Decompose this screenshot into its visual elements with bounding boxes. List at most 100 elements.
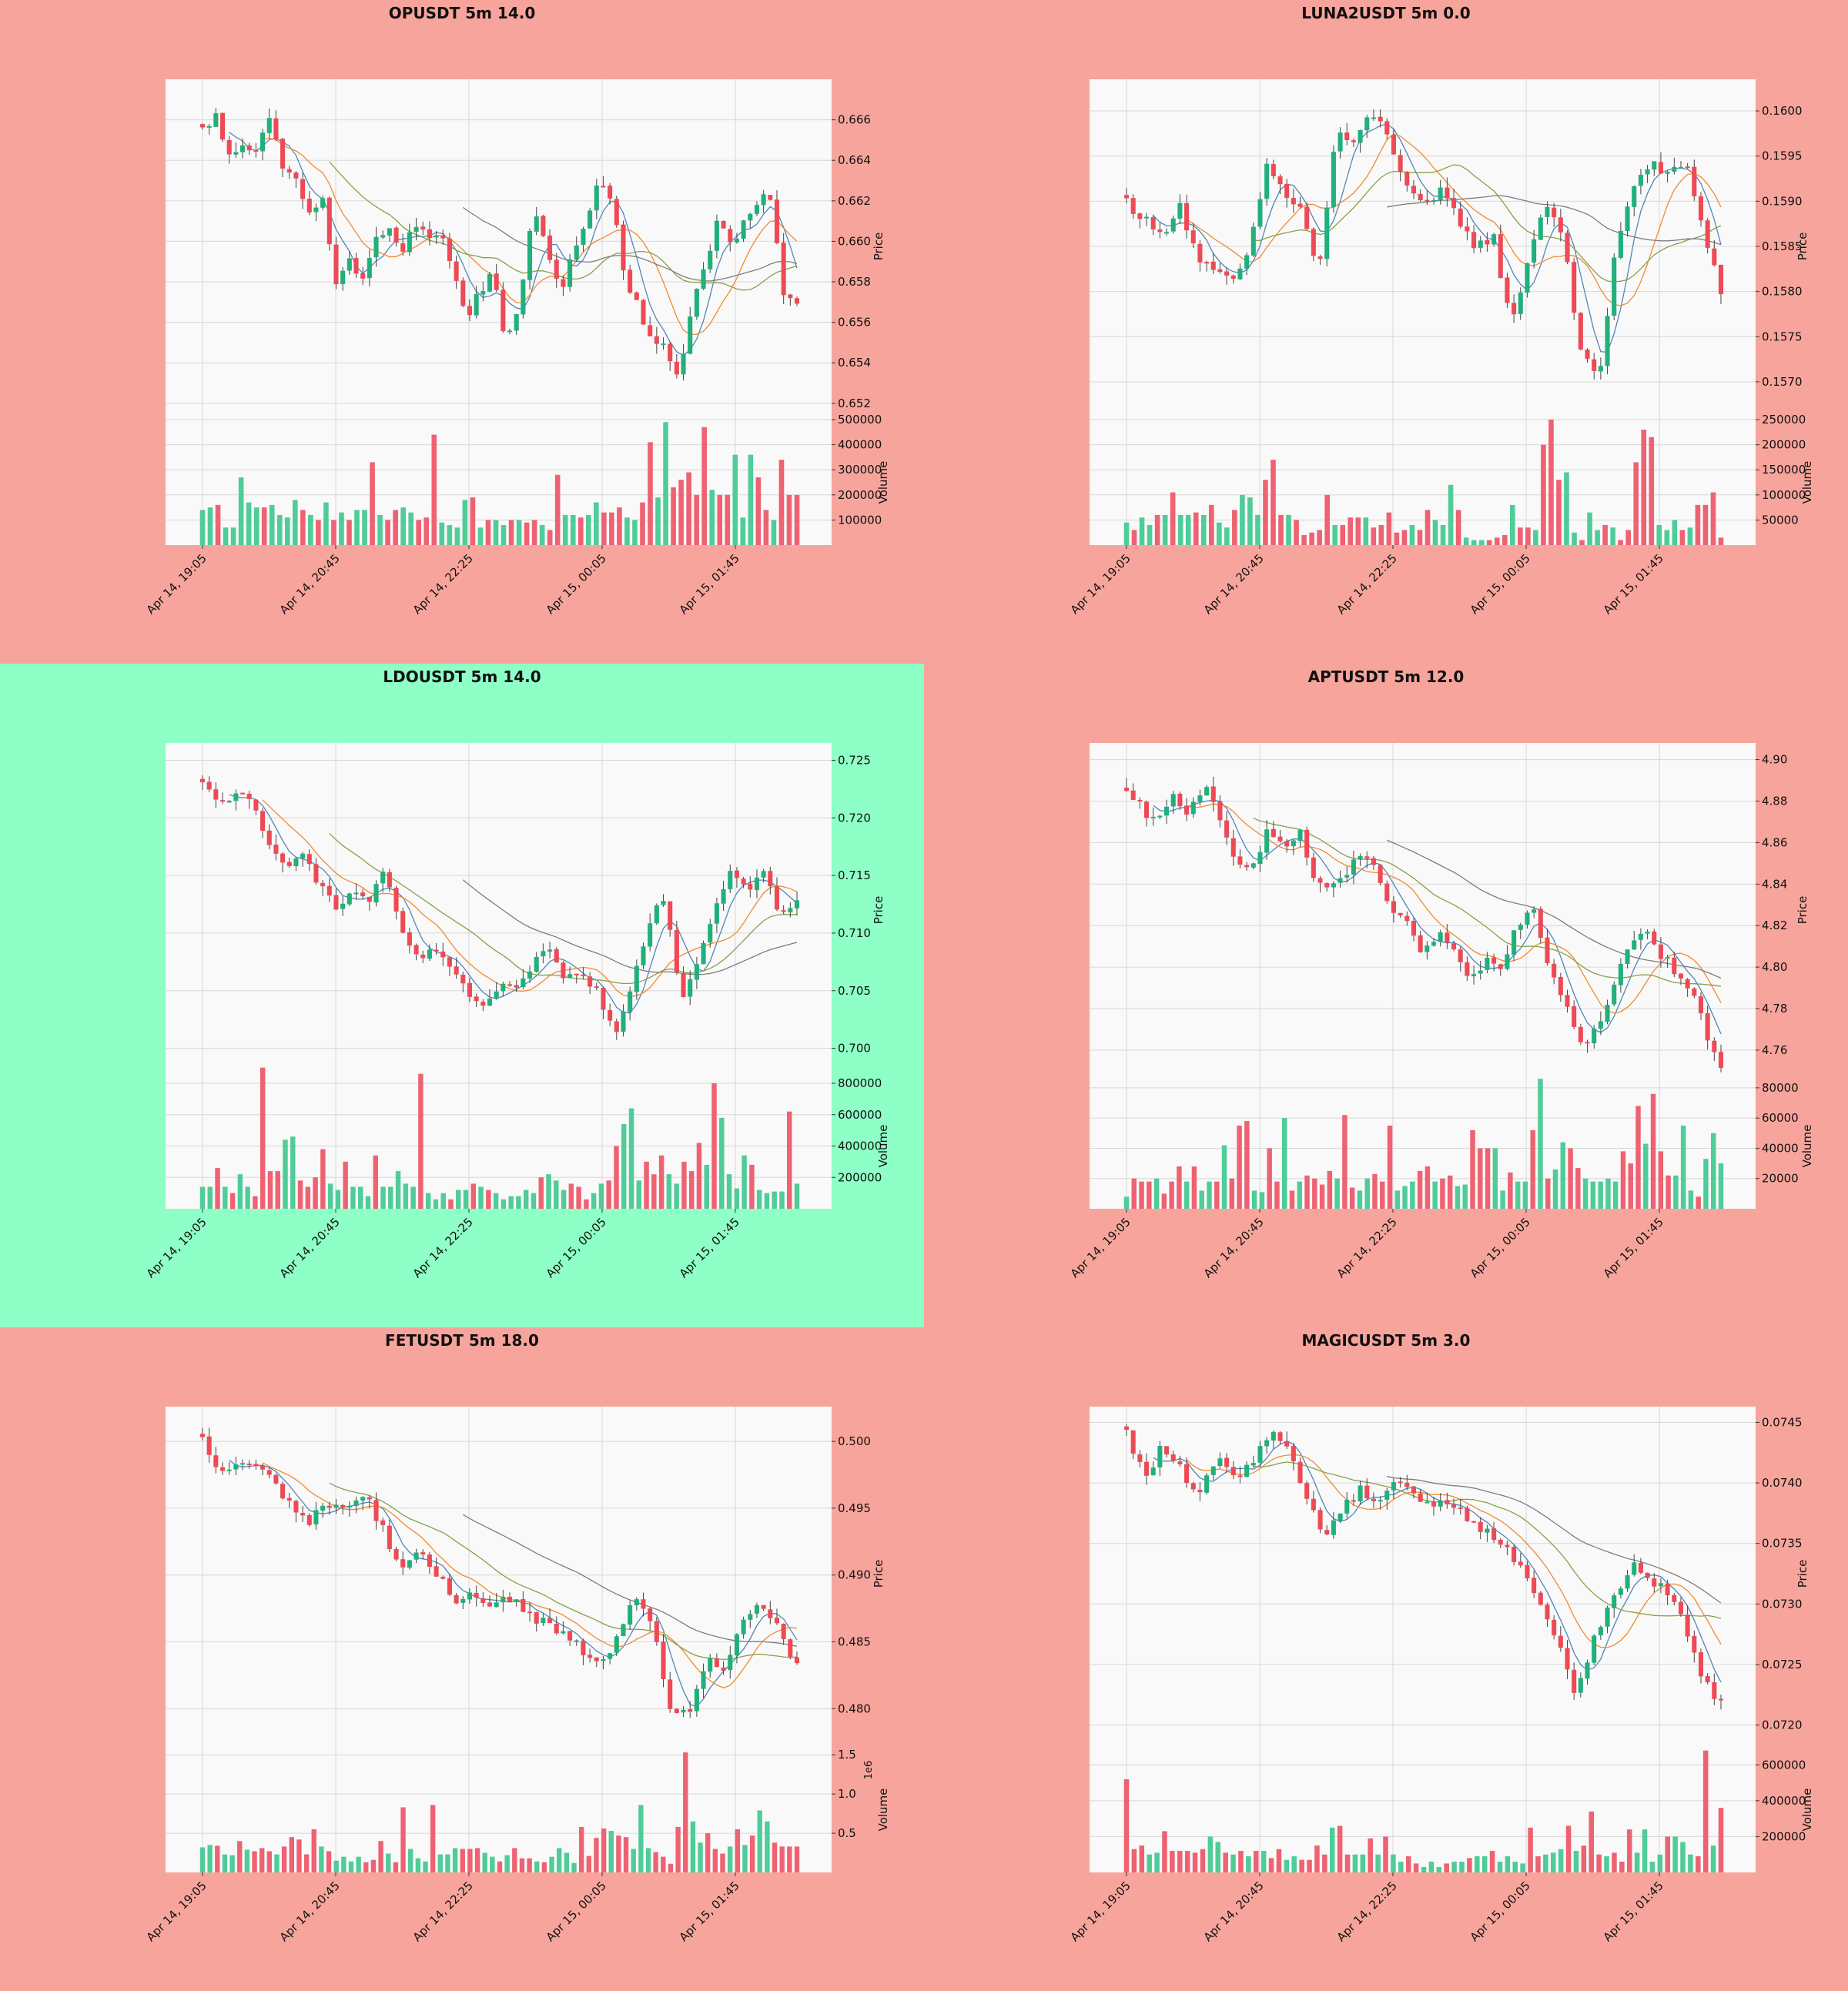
volume-bar bbox=[1317, 530, 1322, 545]
volume-bar bbox=[1207, 1181, 1212, 1209]
candle-body bbox=[708, 924, 713, 943]
candle-body bbox=[1538, 908, 1543, 938]
volume-bar bbox=[1177, 1166, 1182, 1209]
volume-bar bbox=[735, 1829, 740, 1872]
volume-bar bbox=[1223, 1852, 1228, 1872]
volume-bar bbox=[1436, 1867, 1442, 1872]
volume-bar bbox=[594, 1838, 599, 1872]
moving-average-line bbox=[1387, 1476, 1722, 1604]
candle-body bbox=[1371, 117, 1376, 119]
volume-bar bbox=[1633, 462, 1639, 545]
x-tick-label: Apr 14, 19:05 bbox=[1068, 1879, 1133, 1944]
volume-bar bbox=[742, 1845, 748, 1872]
candle-body bbox=[581, 974, 586, 976]
candle-body bbox=[628, 1605, 633, 1625]
candle-body bbox=[1130, 198, 1136, 214]
candle-body bbox=[1170, 794, 1176, 807]
volume-bar bbox=[523, 1190, 529, 1209]
price-tick-label: 0.658 bbox=[838, 275, 871, 289]
candle-body bbox=[1498, 1540, 1503, 1545]
candle-body bbox=[1230, 1467, 1236, 1476]
volume-bar bbox=[1695, 504, 1701, 545]
candle-body bbox=[794, 900, 800, 908]
volume-bar bbox=[663, 422, 668, 545]
volume-bar bbox=[207, 1186, 213, 1209]
candle-body bbox=[1123, 1426, 1130, 1431]
candle-body bbox=[708, 250, 713, 269]
volume-bar bbox=[1153, 1178, 1160, 1209]
volume-bar bbox=[199, 1847, 206, 1872]
candle-body bbox=[1705, 1676, 1710, 1683]
candle-body bbox=[594, 185, 599, 211]
candle-body bbox=[1465, 226, 1470, 232]
volume-bar bbox=[1337, 1825, 1343, 1872]
volume-bar bbox=[534, 1861, 540, 1872]
candle-body bbox=[774, 199, 780, 243]
candle-body bbox=[1217, 1458, 1223, 1467]
x-tick-label: Apr 15, 01:45 bbox=[1601, 1215, 1666, 1280]
candle-body bbox=[340, 1504, 346, 1507]
candle-body bbox=[688, 979, 693, 997]
candle-body bbox=[514, 985, 519, 988]
candle-body bbox=[233, 793, 239, 801]
candle-body bbox=[1478, 970, 1483, 974]
volume-bar bbox=[1352, 1854, 1358, 1872]
candle-body bbox=[427, 949, 432, 959]
volume-tick-label: 100000 bbox=[838, 513, 882, 527]
candle-body bbox=[1592, 1635, 1597, 1663]
candle-body bbox=[614, 199, 619, 226]
volume-bar bbox=[727, 1846, 733, 1872]
volume-tick-label: 0.5 bbox=[838, 1826, 856, 1840]
x-tick-label: Apr 14, 22:25 bbox=[1334, 1215, 1400, 1280]
volume-bar bbox=[717, 494, 723, 545]
candle-body bbox=[1157, 1445, 1163, 1467]
candle-body bbox=[1337, 132, 1343, 152]
volume-bar bbox=[1230, 1854, 1236, 1872]
volume-bar bbox=[1665, 1836, 1670, 1872]
candle-body bbox=[1638, 933, 1643, 940]
price-tick-label: 0.652 bbox=[838, 397, 871, 410]
volume-bar bbox=[1650, 1093, 1656, 1209]
candle-body bbox=[741, 1619, 746, 1635]
volume-bar bbox=[609, 512, 614, 545]
volume-bar bbox=[675, 1826, 681, 1872]
volume-bar bbox=[319, 1846, 324, 1872]
volume-bar bbox=[370, 1859, 377, 1872]
candle-body bbox=[668, 343, 673, 362]
x-tick-label: Apr 14, 19:05 bbox=[144, 1215, 209, 1280]
moving-average-line bbox=[462, 1514, 798, 1647]
volume-bar bbox=[772, 1191, 777, 1209]
volume-bar bbox=[1192, 1852, 1198, 1872]
volume-bar bbox=[1447, 1175, 1453, 1209]
candle-body bbox=[621, 1624, 626, 1637]
volume-bar bbox=[1518, 527, 1523, 545]
candle-body bbox=[360, 1497, 366, 1501]
volume-bar bbox=[331, 520, 336, 545]
candle-body bbox=[246, 1464, 252, 1466]
candle-body bbox=[1217, 801, 1223, 821]
volume-axis-label: Volume bbox=[876, 1125, 890, 1168]
candle-body bbox=[554, 259, 559, 279]
volume-bar bbox=[516, 1196, 521, 1209]
volume-bar bbox=[1448, 484, 1454, 545]
x-tick-label: Apr 15, 00:05 bbox=[544, 1879, 609, 1944]
candle-body bbox=[500, 1596, 506, 1603]
price-tick-label: 0.0745 bbox=[1762, 1415, 1803, 1429]
x-tick-label: Apr 14, 20:45 bbox=[277, 551, 343, 617]
volume-bar bbox=[1401, 530, 1408, 545]
volume-bar bbox=[1505, 1856, 1511, 1872]
candle-body bbox=[293, 858, 299, 867]
candle-body bbox=[1391, 901, 1397, 913]
volume-bar bbox=[1718, 1808, 1724, 1872]
volume-bar bbox=[478, 1186, 484, 1209]
candle-body bbox=[581, 1640, 586, 1655]
volume-bar bbox=[1541, 444, 1546, 545]
volume-bar bbox=[1680, 1842, 1686, 1872]
candle-body bbox=[781, 910, 786, 912]
volume-bar bbox=[497, 1861, 503, 1872]
x-tick-label: Apr 15, 00:05 bbox=[544, 551, 609, 617]
candle-body bbox=[1678, 973, 1683, 979]
candle-body bbox=[1565, 233, 1570, 263]
candle-body bbox=[1150, 217, 1156, 229]
candle-body bbox=[1552, 207, 1557, 218]
